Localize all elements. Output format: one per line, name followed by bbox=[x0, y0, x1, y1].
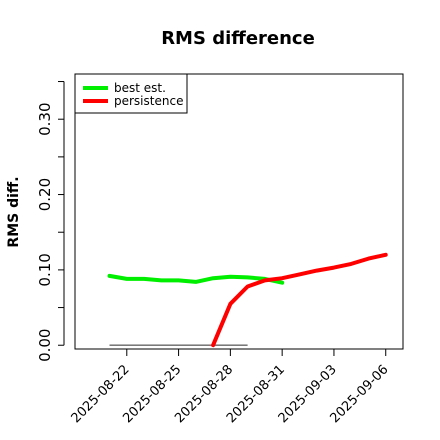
plot-frame bbox=[74, 73, 404, 350]
legend: best est. persistence bbox=[74, 73, 188, 114]
x-axis: 2025-08-222025-08-252025-08-282025-08-31… bbox=[69, 348, 392, 426]
legend-label-persistence: persistence bbox=[114, 94, 183, 108]
legend-label-best-est: best est. bbox=[114, 81, 166, 95]
y-tick-label-1: 0.10 bbox=[36, 253, 54, 286]
y-axis-title: RMS diff. bbox=[6, 176, 22, 247]
series-layer bbox=[107, 252, 388, 348]
legend-box bbox=[74, 73, 188, 114]
y-axis: 0.00 0.10 0.20 0.30 bbox=[36, 81, 65, 362]
y-tick-label-0: 0.00 bbox=[36, 329, 54, 362]
y-tick-label-3: 0.30 bbox=[36, 103, 54, 136]
series-line-0 bbox=[107, 273, 285, 285]
y-tick-label-2: 0.20 bbox=[36, 178, 54, 211]
chart-title: RMS difference bbox=[161, 28, 315, 49]
series-line-1 bbox=[211, 252, 388, 348]
